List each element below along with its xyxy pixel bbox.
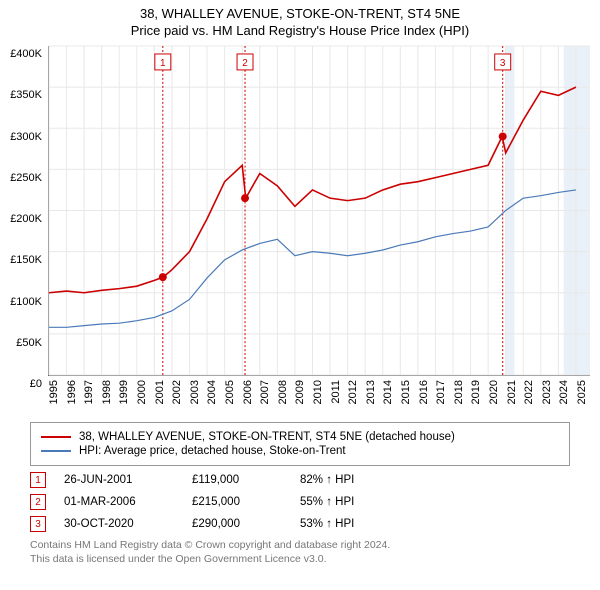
x-tick-label: 2020: [488, 380, 500, 404]
marker-badge: 3: [30, 516, 46, 532]
x-tick-label: 2003: [189, 380, 201, 404]
y-tick-label: £50K: [16, 337, 42, 349]
plot-area: 1 2 3: [48, 46, 590, 376]
legend-swatch-icon: [41, 450, 71, 452]
x-tick-label: 2018: [453, 380, 465, 404]
chart-container: 38, WHALLEY AVENUE, STOKE-ON-TRENT, ST4 …: [0, 0, 600, 566]
x-tick-label: 2002: [171, 380, 183, 404]
x-tick-label: 2024: [558, 380, 570, 404]
marker-pct: 53% ↑ HPI: [300, 518, 354, 530]
x-tick-label: 2000: [136, 380, 148, 404]
chart-title: 38, WHALLEY AVENUE, STOKE-ON-TRENT, ST4 …: [0, 6, 600, 21]
legend-swatch-icon: [41, 436, 71, 438]
legend-item-hpi: HPI: Average price, detached house, Stok…: [41, 445, 559, 457]
marker-date: 26-JUN-2001: [64, 474, 174, 486]
x-tick-label: 1997: [83, 380, 95, 404]
marker-date: 01-MAR-2006: [64, 496, 174, 508]
x-tick-label: 2022: [523, 380, 535, 404]
x-tick-label: 1998: [101, 380, 113, 404]
x-tick-label: 2004: [206, 380, 218, 404]
y-tick-label: £0: [30, 378, 42, 390]
x-tick-label: 2006: [242, 380, 254, 404]
marker-pct: 55% ↑ HPI: [300, 496, 354, 508]
x-tick-label: 2011: [330, 380, 342, 404]
x-tick-label: 2001: [154, 380, 166, 404]
x-tick-label: 2016: [418, 380, 430, 404]
y-tick-label: £250K: [10, 172, 42, 184]
x-tick-label: 2008: [277, 380, 289, 404]
y-tick-label: £300K: [10, 131, 42, 143]
svg-text:1: 1: [160, 58, 166, 69]
x-tick-label: 2007: [259, 380, 271, 404]
footnote: Contains HM Land Registry data © Crown c…: [30, 538, 570, 566]
marker-badge: 1: [30, 472, 46, 488]
x-tick-label: 1995: [48, 380, 60, 404]
marker-row: 1 26-JUN-2001 £119,000 82% ↑ HPI: [30, 472, 570, 488]
x-tick-label: 2005: [224, 380, 236, 404]
x-tick-label: 2025: [576, 380, 588, 404]
marker-row: 2 01-MAR-2006 £215,000 55% ↑ HPI: [30, 494, 570, 510]
marker-badge: 2: [30, 494, 46, 510]
marker-row: 3 30-OCT-2020 £290,000 53% ↑ HPI: [30, 516, 570, 532]
marker-date: 30-OCT-2020: [64, 518, 174, 530]
x-tick-label: 2013: [365, 380, 377, 404]
svg-text:3: 3: [500, 58, 506, 69]
footnote-line: Contains HM Land Registry data © Crown c…: [30, 538, 570, 552]
marker-pct: 82% ↑ HPI: [300, 474, 354, 486]
x-tick-label: 2012: [347, 380, 359, 404]
x-tick-label: 2015: [400, 380, 412, 404]
y-tick-label: £200K: [10, 213, 42, 225]
marker-table: 1 26-JUN-2001 £119,000 82% ↑ HPI 2 01-MAR-200…: [30, 472, 570, 532]
legend-label: HPI: Average price, detached house, Stok…: [79, 445, 346, 457]
x-tick-label: 2019: [470, 380, 482, 404]
y-tick-label: £400K: [10, 48, 42, 60]
plot-svg: 1 2 3: [49, 46, 590, 375]
chart-titles: 38, WHALLEY AVENUE, STOKE-ON-TRENT, ST4 …: [0, 0, 600, 38]
y-tick-label: £100K: [10, 296, 42, 308]
x-axis-labels: 1995 1996 1997 1998 1999 2000 2001 2002 2003 2004…: [48, 376, 590, 416]
marker-price: £119,000: [192, 474, 282, 486]
footnote-line: This data is licensed under the Open Gov…: [30, 552, 570, 566]
x-tick-label: 1999: [118, 380, 130, 404]
x-tick-label: 2009: [294, 380, 306, 404]
chart-subtitle: Price paid vs. HM Land Registry's House …: [0, 23, 600, 38]
legend-label: 38, WHALLEY AVENUE, STOKE-ON-TRENT, ST4 …: [79, 431, 455, 443]
x-tick-label: 2021: [506, 380, 518, 404]
legend-item-property: 38, WHALLEY AVENUE, STOKE-ON-TRENT, ST4 …: [41, 431, 559, 443]
legend: 38, WHALLEY AVENUE, STOKE-ON-TRENT, ST4 …: [30, 422, 570, 466]
x-tick-label: 2014: [382, 380, 394, 404]
x-tick-label: 1996: [66, 380, 78, 404]
y-tick-label: £350K: [10, 89, 42, 101]
svg-text:2: 2: [242, 58, 248, 69]
y-tick-label: £150K: [10, 254, 42, 266]
y-axis-labels: £0£50K£100K£150K£200K£250K£300K£350K£400…: [0, 54, 46, 384]
marker-price: £290,000: [192, 518, 282, 530]
x-tick-label: 2023: [541, 380, 553, 404]
x-tick-label: 2017: [435, 380, 447, 404]
marker-price: £215,000: [192, 496, 282, 508]
x-tick-label: 2010: [312, 380, 324, 404]
